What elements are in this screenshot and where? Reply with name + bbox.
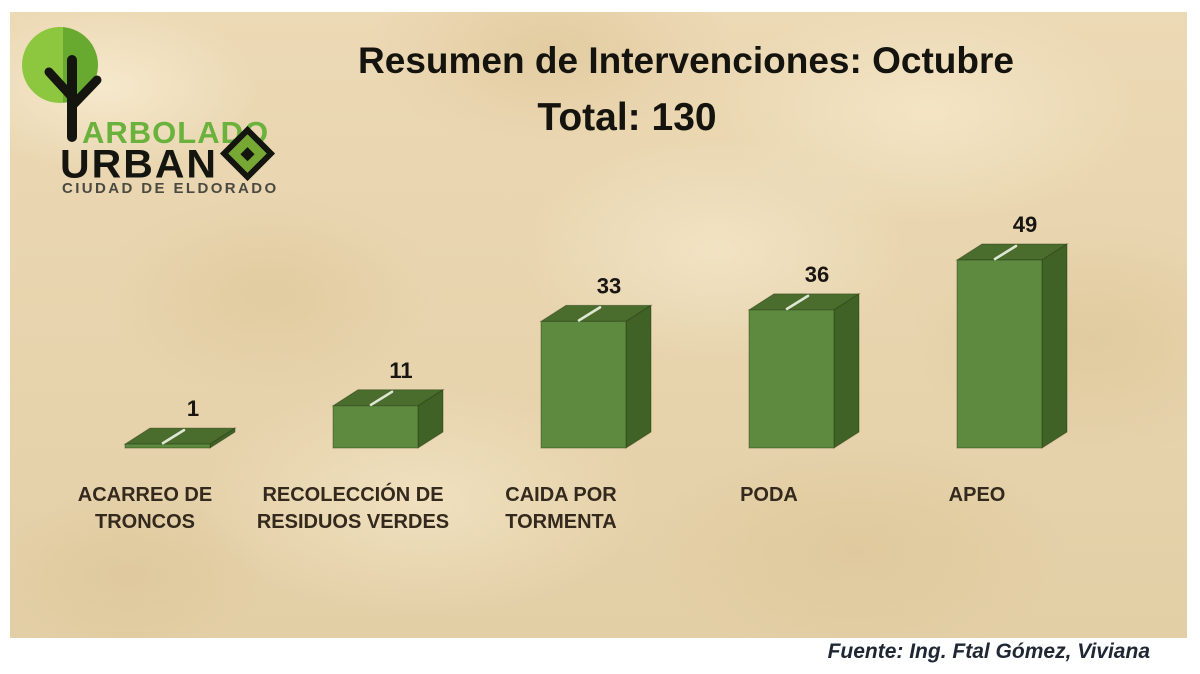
logo-arbolado-urbano: ARBOLADO URBAN CIUDAD DE ELDORADO bbox=[10, 12, 290, 202]
tree-icon bbox=[44, 55, 102, 142]
chart-total: Total: 130 bbox=[537, 96, 717, 139]
bar-value-label: 1 bbox=[187, 396, 199, 421]
logo-text-urbano: URBAN bbox=[60, 141, 219, 187]
bar-group: 33 bbox=[539, 273, 653, 449]
chart-title: Resumen de Intervenciones: Octubre bbox=[358, 40, 1014, 81]
bar-group: 11 bbox=[331, 358, 445, 449]
bar-value-label: 11 bbox=[389, 358, 412, 383]
bar-group: 1 bbox=[123, 396, 237, 449]
category-label: CAIDA POR TORMENTA bbox=[505, 484, 617, 533]
bar-group: 36 bbox=[747, 262, 861, 449]
bar-group: 49 bbox=[955, 212, 1069, 449]
bar-value-label: 36 bbox=[805, 262, 829, 287]
logo-tagline: CIUDAD DE ELDORADO bbox=[62, 180, 279, 197]
category-label: PODA bbox=[740, 484, 798, 506]
bar-value-label: 33 bbox=[597, 273, 621, 298]
bar-value-label: 49 bbox=[1013, 212, 1037, 237]
category-label: RECOLECCIÓN DE RESIDUOS VERDES bbox=[256, 484, 450, 533]
category-label: ACARREO DE TRONCOS bbox=[77, 484, 213, 533]
source-credit: Fuente: Ing. Ftal Gómez, Viviana bbox=[827, 640, 1150, 663]
category-label: APEO bbox=[948, 484, 1006, 506]
